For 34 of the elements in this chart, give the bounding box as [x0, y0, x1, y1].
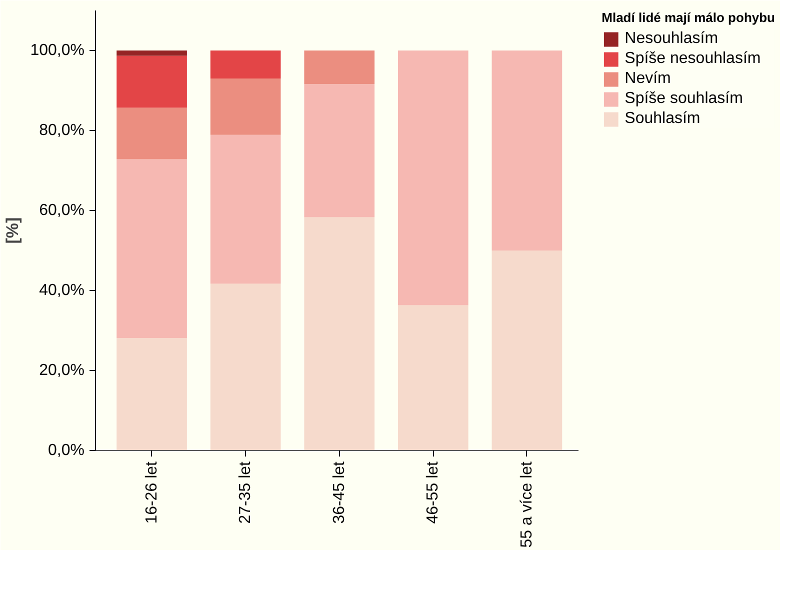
- bar: [116, 338, 187, 450]
- y-tick-label: 0,0%: [48, 442, 84, 459]
- bar: [398, 50, 468, 306]
- y-tick-label: 40,0%: [39, 282, 85, 299]
- bar: [210, 134, 281, 284]
- bar: [210, 50, 281, 78]
- y-axis-title: [%]: [3, 217, 22, 244]
- bar: [116, 56, 187, 108]
- x-tick-label: 36-45 let: [330, 460, 348, 524]
- bar: [398, 305, 468, 450]
- bar: [210, 284, 281, 450]
- legend-label: Nevím: [624, 70, 671, 88]
- bar: [492, 250, 562, 450]
- bar: [304, 217, 375, 450]
- legend-label: Souhlasím: [624, 110, 700, 128]
- x-tick-label: 46-55 let: [424, 460, 442, 524]
- y-tick-label: 20,0%: [39, 362, 85, 379]
- bar: [116, 108, 187, 160]
- bar: [304, 84, 375, 218]
- bar: [492, 50, 562, 250]
- x-tick-label: 27-35 let: [237, 460, 254, 524]
- x-tick-label: 16-26 let: [143, 460, 160, 524]
- bar: [304, 50, 375, 84]
- bar: [116, 159, 187, 338]
- x-tick-label: 55 a více let: [518, 460, 536, 548]
- legend-label: Nesouhlasím: [624, 30, 718, 48]
- y-tick-label: 100,0%: [30, 42, 84, 59]
- legend-label: Spíše souhlasím: [624, 90, 743, 108]
- bar: [210, 78, 281, 135]
- y-tick-label: 80,0%: [39, 122, 85, 139]
- y-tick-label: 60,0%: [39, 202, 85, 219]
- bar: [116, 50, 187, 56]
- legend-title: Mladí lidé mají málo pohybu: [602, 10, 775, 25]
- legend-label: Spíše nesouhlasím: [624, 50, 761, 68]
